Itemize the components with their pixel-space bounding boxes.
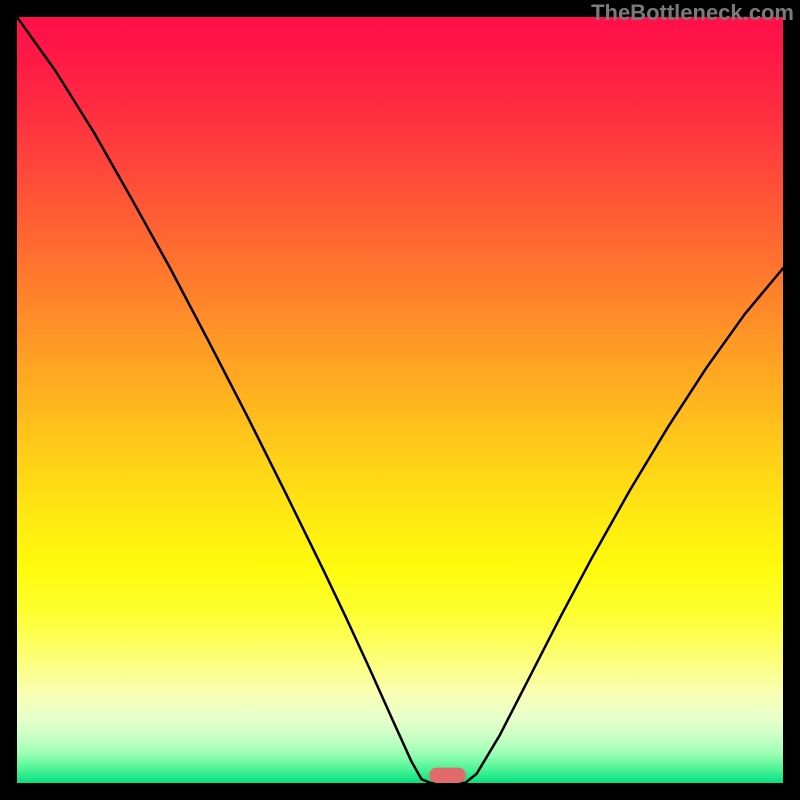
- gradient-background: [17, 17, 783, 783]
- chart-frame: TheBottleneck.com: [0, 0, 800, 800]
- attribution-text: TheBottleneck.com: [591, 0, 794, 26]
- minimum-marker: [429, 768, 466, 783]
- plot-area: [17, 17, 783, 783]
- chart-svg: [17, 17, 783, 783]
